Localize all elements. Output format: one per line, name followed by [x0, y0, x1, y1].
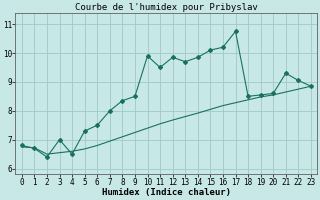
- Title: Courbe de l'humidex pour Pribyslav: Courbe de l'humidex pour Pribyslav: [75, 3, 258, 12]
- X-axis label: Humidex (Indice chaleur): Humidex (Indice chaleur): [102, 188, 231, 197]
